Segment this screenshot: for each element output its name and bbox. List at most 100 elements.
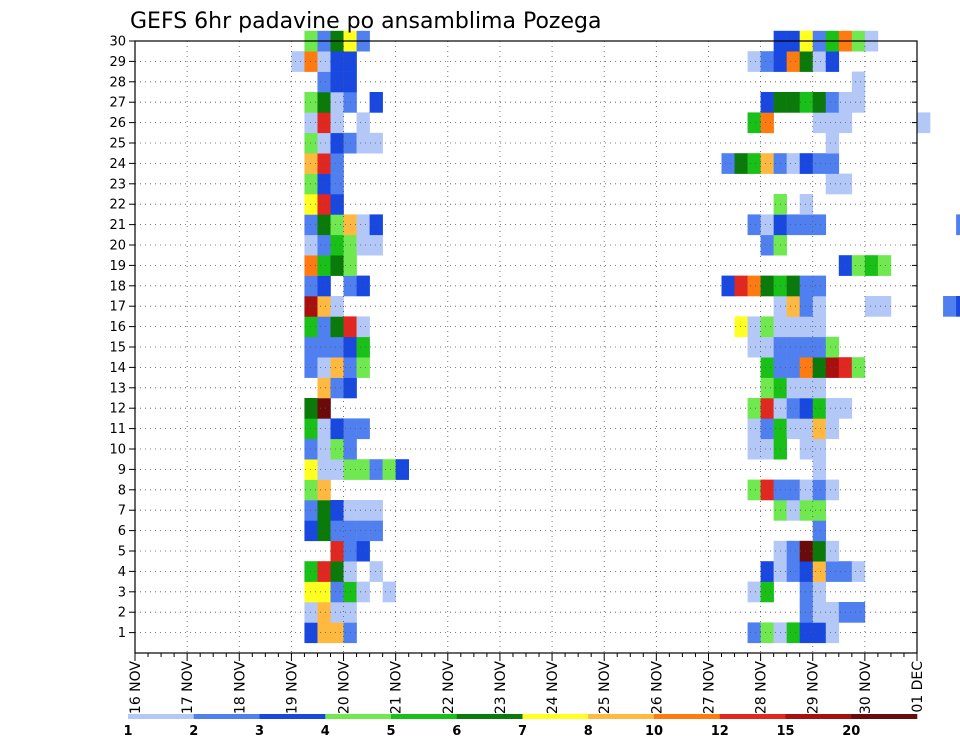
x-tick-label: 22 NOV — [441, 661, 457, 715]
heatmap-cell — [317, 418, 331, 440]
y-tick-label: 26 — [109, 116, 126, 131]
heatmap-cell — [825, 153, 840, 174]
y-tick-label: 12 — [109, 402, 126, 417]
heatmap-cell — [317, 234, 331, 256]
heatmap-cell — [760, 316, 774, 338]
y-tick-label: 28 — [109, 75, 126, 90]
heatmap-cell — [877, 255, 892, 276]
heatmap-cell — [799, 479, 814, 501]
heatmap-cell — [369, 92, 383, 113]
heatmap-cell — [747, 398, 761, 419]
heatmap-cell — [304, 51, 318, 72]
x-tick-label: 23 NOV — [493, 661, 509, 715]
heatmap-cell — [747, 438, 761, 460]
heatmap-cell — [812, 418, 827, 440]
y-tick-label: 19 — [109, 259, 126, 274]
heatmap-cell — [330, 602, 344, 623]
heatmap-cell — [851, 602, 866, 623]
heatmap-cell — [330, 622, 344, 644]
heatmap-cell — [799, 194, 814, 215]
heatmap-cell — [330, 357, 344, 378]
heatmap-cell — [330, 51, 344, 72]
heatmap-cell — [786, 316, 800, 338]
chart-title: GEFS 6hr padavine po ansamblima Pozega — [130, 9, 601, 34]
heatmap-cell — [369, 234, 383, 256]
heatmap-cell — [760, 51, 774, 72]
heatmap-cell — [330, 296, 344, 317]
heatmap-cell — [330, 173, 344, 195]
heatmap-cell — [864, 255, 879, 276]
heatmap-cell — [369, 132, 383, 154]
y-tick-label: 18 — [109, 279, 126, 294]
heatmap-cell — [317, 622, 331, 644]
heatmap-cell — [304, 173, 318, 195]
x-tick-label: 16 NOV — [128, 661, 144, 715]
heatmap-cell — [747, 581, 761, 603]
heatmap-cell — [304, 275, 318, 297]
legend-swatch — [785, 714, 852, 719]
x-tick-label: 19 NOV — [284, 661, 300, 715]
heatmap-cell — [330, 581, 344, 603]
legend-label: 12 — [711, 724, 729, 739]
heatmap-cell — [356, 132, 370, 154]
heatmap-cell — [786, 296, 800, 317]
heatmap-cell — [304, 336, 318, 358]
y-tick-label: 17 — [109, 300, 126, 315]
heatmap-cell — [304, 234, 318, 256]
heatmap-cell — [786, 92, 800, 113]
heatmap-cell — [760, 92, 774, 113]
heatmap-cell — [799, 540, 814, 562]
heatmap-cell — [317, 214, 331, 236]
y-tick-label: 7 — [118, 504, 126, 519]
x-axis: 16 NOV 17 NOV 18 NOV 19 NOV 20 NOV 21 NOV 22 N… — [128, 653, 926, 714]
color-legend: 1 2 3 4 5 6 7 8 10 12 15 20 — [123, 714, 918, 739]
y-tick-label: 16 — [109, 320, 126, 335]
heatmap-cell — [786, 540, 800, 562]
heatmap-cell — [812, 459, 827, 480]
heatmap-cell — [825, 92, 840, 113]
heatmap-cell — [799, 500, 814, 521]
heatmap-cell — [825, 336, 840, 358]
heatmap-cell — [786, 561, 800, 582]
heatmap-cell — [799, 316, 814, 338]
heatmap-cell — [356, 112, 370, 134]
heatmap-cell — [304, 581, 318, 603]
heatmap-cell — [825, 602, 840, 623]
heatmap-cell — [317, 561, 331, 582]
heatmap-cell — [747, 418, 761, 440]
heatmap-cell — [356, 336, 370, 358]
heatmap-cell — [304, 398, 318, 419]
heatmap-cell — [382, 459, 396, 480]
heatmap-cell — [330, 153, 344, 174]
heatmap-cell — [786, 622, 800, 644]
heatmap-cell — [330, 336, 344, 358]
heatmap-cell — [304, 112, 318, 134]
heatmap-cell — [330, 92, 344, 113]
heatmap-cell — [825, 540, 840, 562]
heatmap-cell — [317, 479, 331, 501]
legend-swatch — [719, 714, 786, 719]
heatmap-cell — [304, 520, 318, 542]
legend-label: 10 — [645, 724, 663, 739]
heatmap-cell — [825, 132, 840, 154]
heatmap-cell — [799, 51, 814, 72]
legend-label: 6 — [452, 724, 461, 739]
heatmap-cell — [356, 459, 370, 480]
heatmap-cell — [356, 540, 370, 562]
heatmap-cell — [317, 336, 331, 358]
heatmap-cell — [812, 438, 827, 460]
heatmap-cell — [760, 377, 774, 399]
heatmap-cell — [786, 51, 800, 72]
heatmap-cell — [304, 296, 318, 317]
heatmap-cell — [825, 398, 840, 419]
heatmap-cell — [864, 296, 879, 317]
y-tick-label: 13 — [109, 381, 126, 396]
heatmap-cell — [786, 275, 800, 297]
heatmap-cell — [721, 275, 735, 297]
y-tick-label: 5 — [118, 545, 126, 560]
heatmap-cell — [317, 316, 331, 338]
heatmap-cell — [317, 112, 331, 134]
heatmap-cell — [917, 112, 931, 134]
heatmap-cell — [356, 520, 370, 542]
heatmap-cell — [812, 398, 827, 419]
